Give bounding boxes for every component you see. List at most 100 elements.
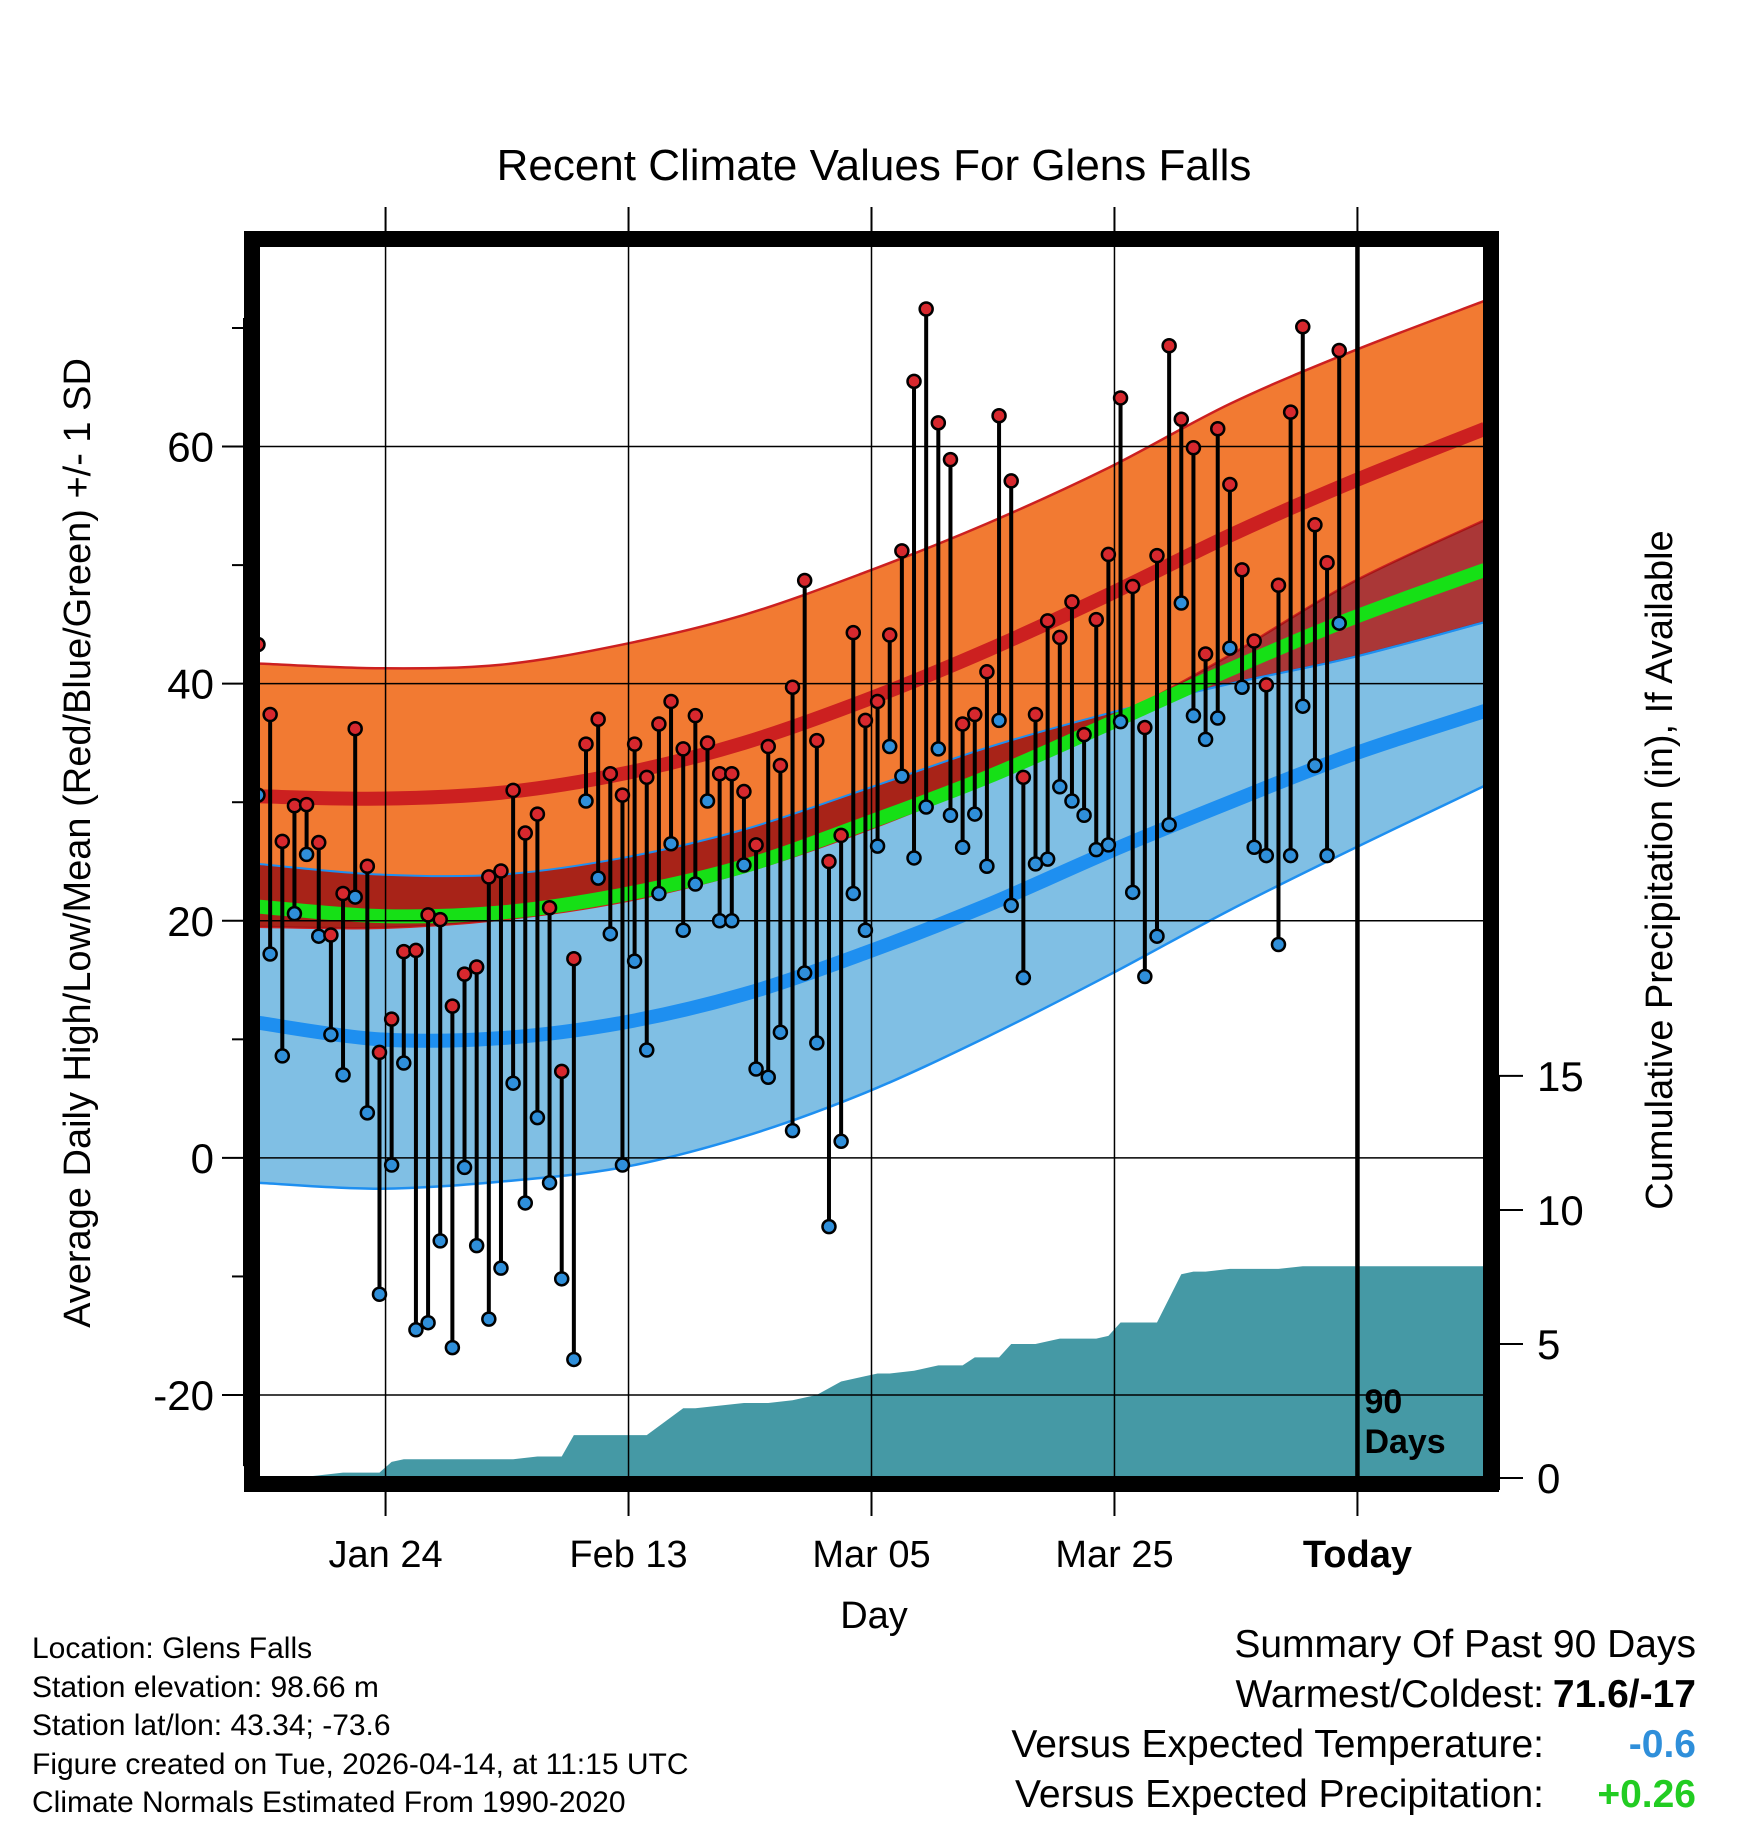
- daily-low-point: [809, 1035, 825, 1051]
- daily-low-point: [262, 946, 278, 962]
- daily-high-point: [1015, 769, 1032, 786]
- daily-high-point: [1319, 554, 1335, 571]
- daily-low-point: [881, 738, 898, 755]
- daily-low-point: [1270, 936, 1287, 953]
- y2-tick-label: 0: [1537, 1455, 1560, 1502]
- daily-low-point: [517, 1195, 534, 1211]
- daily-low-point: [590, 870, 606, 886]
- daily-high-point: [930, 415, 947, 431]
- y-axis-label: Average Daily High/Low/Mean (Red/Blue/Gr…: [57, 358, 99, 1328]
- daily-low-point: [1197, 731, 1214, 748]
- daily-low-point: [566, 1351, 582, 1368]
- daily-low-point: [663, 835, 679, 852]
- daily-high-point: [323, 927, 339, 943]
- daily-high-point: [590, 711, 606, 727]
- summary-title-row: Summary Of Past 90 Days: [796, 1620, 1696, 1670]
- daily-low-point: [1076, 807, 1092, 824]
- daily-low-point: [1003, 897, 1019, 914]
- daily-low-point: [456, 1159, 473, 1176]
- daily-low-point: [675, 922, 691, 939]
- summary-temp-value: -0.6: [1628, 1723, 1696, 1766]
- daily-low-point: [335, 1067, 351, 1083]
- daily-low-point: [359, 1105, 376, 1121]
- daily-high-point: [298, 796, 315, 813]
- daily-low-point: [1039, 851, 1056, 867]
- summary-precip-label: Versus Expected Precipitation:: [1015, 1773, 1544, 1816]
- daily-low-point: [1149, 928, 1165, 944]
- daily-high-point: [262, 706, 278, 723]
- daily-high-point: [505, 782, 521, 799]
- daily-high-point: [906, 373, 922, 390]
- daily-low-point: [505, 1075, 521, 1091]
- daily-low-point: [869, 838, 886, 854]
- daily-high-point: [529, 806, 546, 822]
- daily-low-point: [1234, 679, 1250, 695]
- daily-low-point: [614, 1157, 631, 1173]
- daily-high-point: [724, 766, 740, 782]
- daily-low-point: [1209, 710, 1226, 726]
- daily-low-point: [347, 889, 363, 905]
- daily-low-point: [724, 913, 740, 929]
- summary-panel: Summary Of Past 90 Days Warmest/Coldest:…: [796, 1620, 1696, 1820]
- daily-high-point: [1027, 706, 1044, 723]
- daily-high-point: [833, 827, 849, 844]
- daily-low-point: [1100, 837, 1117, 853]
- x-tick-label: Mar 05: [812, 1534, 930, 1576]
- daily-low-point: [1124, 884, 1141, 901]
- daily-low-point: [1246, 839, 1262, 856]
- daily-low-point: [420, 1314, 436, 1331]
- y-tick-label: 40: [167, 661, 214, 708]
- normal-low-band-lower-edge: [258, 784, 1485, 1190]
- summary-title: Summary Of Past 90 Days: [1234, 1623, 1696, 1666]
- daily-low-point: [651, 885, 667, 902]
- daily-high-point: [1197, 646, 1214, 662]
- daily-high-point: [651, 716, 667, 732]
- daily-low-point: [529, 1109, 546, 1126]
- daily-high-point: [359, 858, 376, 874]
- daily-low-point: [1307, 757, 1323, 774]
- daily-high-point: [1185, 439, 1202, 456]
- daily-low-point: [991, 712, 1007, 729]
- daily-high-point: [1173, 411, 1190, 428]
- daily-low-point: [1282, 847, 1299, 864]
- daily-high-point: [857, 712, 874, 729]
- daily-high-point: [1088, 611, 1104, 628]
- daily-low-point: [918, 799, 934, 815]
- daily-high-point: [918, 301, 934, 317]
- info-latlon: Station lat/lon: 43.34; -73.6: [32, 1709, 391, 1742]
- daily-high-point: [991, 407, 1007, 424]
- daily-high-point: [578, 736, 594, 752]
- daily-high-point: [432, 911, 448, 928]
- daily-low-point: [796, 965, 813, 981]
- daily-high-point: [408, 942, 424, 959]
- daily-high-point: [1076, 726, 1092, 743]
- daily-low-point: [286, 905, 303, 922]
- today-days-word: Days: [1364, 1423, 1445, 1461]
- daily-high-point: [626, 736, 643, 752]
- daily-high-point: [639, 769, 655, 786]
- daily-low-point: [1295, 698, 1311, 714]
- y2-axis-label: Cumulative Precipitation (in), If Availa…: [1639, 530, 1681, 1209]
- summary-temp-label: Versus Expected Temperature:: [1011, 1723, 1544, 1766]
- daily-low-point: [578, 793, 594, 809]
- daily-high-point: [493, 863, 509, 879]
- daily-low-point: [626, 953, 643, 969]
- precip-area: [258, 1266, 1485, 1478]
- daily-high-point: [1222, 476, 1238, 493]
- y-tick-label: 60: [167, 424, 214, 471]
- daily-low-point: [736, 857, 752, 873]
- daily-high-point: [967, 706, 983, 723]
- daily-low-point: [493, 1260, 509, 1276]
- daily-high-point: [614, 787, 631, 803]
- x-tick-label: Jan 24: [329, 1534, 443, 1576]
- daily-high-point: [1270, 577, 1287, 594]
- daily-low-point: [432, 1233, 448, 1249]
- daily-high-point: [274, 833, 291, 850]
- daily-low-point: [1173, 595, 1190, 611]
- daily-high-point: [821, 853, 837, 870]
- daily-high-point: [1161, 338, 1177, 354]
- daily-low-point: [371, 1286, 388, 1302]
- daily-high-point: [1052, 629, 1068, 646]
- normal-high-line: [258, 422, 1485, 806]
